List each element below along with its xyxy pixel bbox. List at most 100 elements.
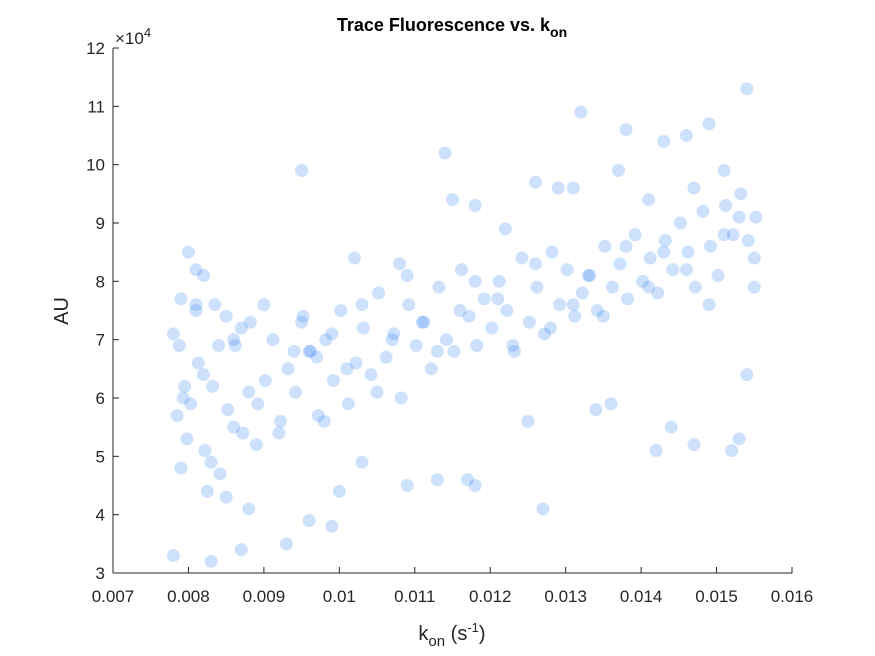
data-point [219, 490, 233, 504]
data-point [181, 245, 195, 259]
data-point [732, 210, 746, 224]
data-point [485, 321, 499, 335]
data-point [166, 327, 180, 341]
data-point [530, 280, 544, 294]
data-point [491, 292, 505, 306]
data-point [302, 514, 316, 527]
data-point [387, 327, 401, 341]
data-point [302, 344, 316, 358]
data-point [500, 304, 514, 317]
data-point [619, 123, 633, 137]
data-point [515, 251, 529, 265]
x-axis-label-subscript: on [428, 633, 445, 650]
data-point [206, 379, 220, 393]
data-point [280, 537, 294, 551]
data-point [379, 350, 393, 364]
data-point [574, 105, 588, 119]
data-point [589, 403, 603, 417]
data-point [568, 309, 582, 323]
data-point [536, 502, 550, 516]
data-point [273, 414, 287, 428]
data-point [596, 309, 610, 323]
data-point [446, 193, 459, 207]
data-point [258, 374, 272, 387]
data-point [200, 484, 214, 498]
y-tick-label: 9 [96, 214, 105, 233]
data-point [287, 344, 301, 358]
x-tick-label: 0.008 [167, 587, 210, 606]
x-tick-label: 0.007 [92, 587, 135, 606]
data-point [180, 432, 194, 446]
data-point [236, 426, 250, 440]
data-point [341, 397, 355, 411]
data-point [605, 280, 619, 294]
x-axis-ticks: 0.007 0.008 0.009 0.01 0.011 0.012 0.013 0.014 0… [92, 567, 813, 606]
data-point [575, 286, 589, 300]
data-point [400, 479, 414, 492]
y-tick-label: 12 [86, 39, 105, 58]
data-point [658, 234, 672, 247]
data-point [498, 222, 512, 236]
data-point [272, 426, 286, 440]
data-point [566, 181, 580, 195]
data-point [372, 286, 386, 300]
data-point [402, 298, 416, 312]
data-point [189, 263, 203, 277]
data-point [347, 251, 361, 265]
data-point [304, 344, 318, 358]
data-point [664, 420, 678, 434]
data-point [208, 298, 222, 312]
data-point [726, 228, 740, 242]
data-point [528, 175, 542, 189]
data-point [711, 269, 725, 282]
data-point [191, 356, 205, 370]
data-point [198, 444, 212, 457]
data-point [334, 304, 348, 317]
data-point [310, 350, 324, 364]
data-point [560, 263, 574, 277]
data-point [468, 274, 482, 288]
data-point [704, 239, 718, 253]
data-point [657, 134, 671, 148]
y-tick-label: 6 [96, 389, 105, 408]
data-point [741, 234, 755, 247]
x-axis-label-unit-close: ) [479, 623, 486, 645]
data-point [400, 269, 414, 282]
data-point [621, 292, 635, 306]
data-point [325, 519, 339, 533]
y-axis-exponent: ×104 [115, 25, 151, 48]
data-point [176, 391, 190, 405]
data-point [747, 251, 761, 265]
data-point [349, 356, 363, 370]
data-point [234, 321, 248, 335]
axes-frame [112, 48, 792, 574]
data-point [289, 385, 303, 399]
data-point [521, 414, 535, 428]
data-point [447, 344, 461, 358]
y-tick-label: 4 [96, 506, 105, 525]
data-point [590, 304, 604, 317]
data-point [544, 321, 558, 335]
data-point [506, 339, 520, 352]
data-point [295, 164, 309, 177]
data-point [174, 461, 188, 475]
data-point [583, 269, 597, 282]
data-point [455, 263, 469, 277]
data-point [355, 455, 369, 469]
data-point [178, 379, 192, 393]
data-point [257, 298, 271, 312]
data-point [409, 339, 423, 352]
data-point [170, 409, 184, 422]
data-point [528, 257, 542, 271]
data-point [566, 298, 580, 312]
x-tick-label: 0.015 [695, 587, 738, 606]
data-point [619, 239, 633, 253]
data-point [417, 315, 431, 329]
data-point [415, 315, 429, 329]
data-point [604, 397, 618, 411]
chart-title: Trace Fluorescence vs. kon [337, 15, 567, 40]
x-axis-label: kon (s-1) [418, 620, 485, 650]
data-point [212, 339, 226, 352]
y-tick-label: 3 [96, 564, 105, 583]
data-point [717, 228, 731, 242]
